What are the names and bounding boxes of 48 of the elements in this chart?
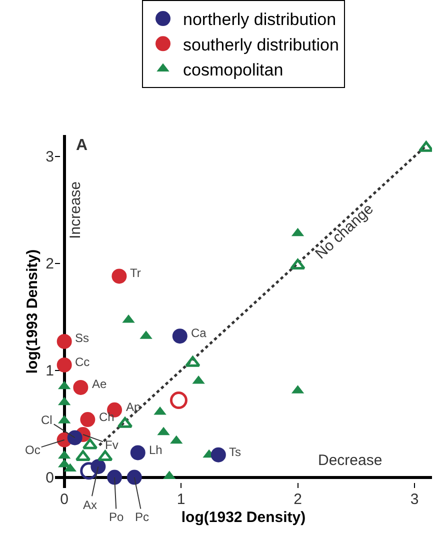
point xyxy=(172,328,188,344)
annotation: Ca xyxy=(191,326,207,340)
y-tick-label: 0 xyxy=(46,470,54,487)
x-tick-label: 3 xyxy=(410,491,419,508)
x-axis-title: log(1932 Density) xyxy=(181,509,306,526)
point xyxy=(98,450,113,461)
point xyxy=(80,462,98,480)
annotation: Ax xyxy=(83,498,98,512)
point xyxy=(185,356,200,367)
point xyxy=(82,438,98,450)
point xyxy=(130,445,146,460)
point xyxy=(73,380,88,395)
annotation: Ts xyxy=(229,445,241,459)
annotation: Cl xyxy=(41,413,52,427)
annotation: Ss xyxy=(75,331,90,345)
annotation: Ae xyxy=(92,377,108,391)
point xyxy=(170,392,188,410)
y-tick-label: 2 xyxy=(46,256,54,273)
x-tick-label: 0 xyxy=(60,491,69,508)
point xyxy=(112,268,127,284)
annotation: Tr xyxy=(130,266,141,280)
point xyxy=(126,470,142,485)
annotation: Ap xyxy=(126,400,142,414)
point xyxy=(107,470,122,485)
x-tick-label: 1 xyxy=(176,491,186,508)
annotation: A xyxy=(76,137,88,154)
y-tick-label: 1 xyxy=(46,362,54,380)
legend-label: cosmopolitan xyxy=(183,60,284,80)
legend-label: southerly distribution xyxy=(183,35,339,54)
annotation: Pc xyxy=(135,510,150,524)
annotation: Decrease xyxy=(318,452,382,469)
legend-label: northerly distribution xyxy=(183,10,336,30)
annotation: Po xyxy=(109,510,124,524)
y-tick-label: 3 xyxy=(46,148,54,166)
point xyxy=(290,258,306,270)
annotation: Ch xyxy=(99,410,114,424)
annotation: Fv xyxy=(105,438,118,452)
x-tick-label: 2 xyxy=(294,491,302,508)
annotation: Lh xyxy=(149,443,162,457)
annotation: Increase xyxy=(67,181,84,239)
point xyxy=(67,430,82,446)
point xyxy=(56,334,72,349)
annotation: Cc xyxy=(75,355,90,369)
point xyxy=(56,357,72,372)
point xyxy=(80,412,96,428)
point xyxy=(210,447,226,462)
annotation: Oc xyxy=(25,443,40,457)
y-axis-title: log(1993 Density) xyxy=(24,249,41,374)
